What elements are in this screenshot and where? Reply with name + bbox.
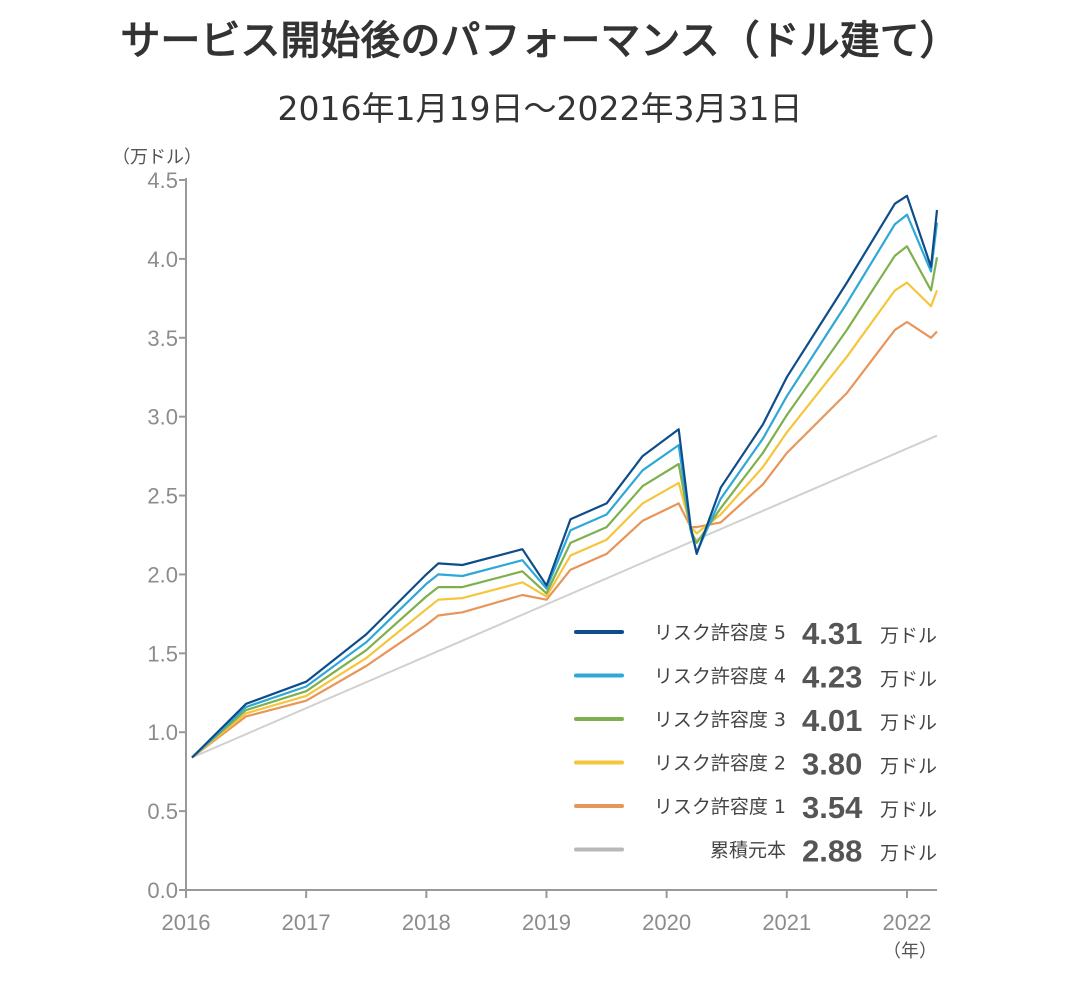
series-line	[191, 320, 938, 759]
x-tick-label: 2022	[882, 910, 931, 935]
chart-subtitle: 2016年1月19日〜2022年3月31日	[277, 89, 803, 128]
series-line	[191, 281, 939, 759]
series-line	[191, 434, 938, 759]
y-tick-label: 4.5	[147, 168, 178, 193]
x-tick-label: 2016	[162, 910, 211, 935]
y-tick-label: 2.0	[147, 562, 178, 587]
legend-unit: 万ドル	[880, 756, 937, 778]
y-tick-label: 1.0	[147, 720, 178, 745]
x-tick-label: 2017	[282, 910, 331, 935]
series-line	[191, 213, 939, 759]
y-tick-label: 3.5	[147, 326, 178, 351]
legend-value: 4.31	[802, 616, 862, 651]
legend-unit: 万ドル	[880, 712, 937, 734]
legend-label: リスク許容度 4	[654, 666, 786, 688]
legend-label: リスク許容度 3	[654, 709, 786, 731]
legend-unit: 万ドル	[880, 799, 937, 821]
legend-value: 3.80	[802, 747, 862, 782]
legend-unit: 万ドル	[880, 843, 937, 865]
legend-value: 2.88	[802, 834, 862, 869]
y-tick-label: 4.0	[147, 247, 178, 272]
y-tick-label: 0.5	[147, 799, 178, 824]
legend-unit: 万ドル	[880, 669, 937, 691]
legend-label: リスク許容度 5	[654, 622, 786, 644]
chart-title: サービス開始後のパフォーマンス（ドル建て）	[120, 18, 960, 64]
y-tick-label: 2.5	[147, 484, 178, 509]
legend-unit: 万ドル	[880, 625, 937, 647]
legend-value: 4.23	[802, 660, 862, 695]
x-tick-label: 2021	[762, 910, 811, 935]
y-tick-label: 0.0	[147, 878, 178, 903]
series-line	[191, 194, 939, 759]
legend-label: リスク許容度 1	[654, 796, 786, 818]
y-tick-label: 1.5	[147, 641, 178, 666]
y-unit-label: （万ドル）	[112, 147, 202, 168]
y-tick-label: 3.0	[147, 405, 178, 430]
legend-value: 3.54	[802, 790, 863, 825]
x-tick-label: 2020	[642, 910, 691, 935]
x-tick-label: 2018	[402, 910, 451, 935]
x-tick-label: 2019	[522, 910, 571, 935]
x-unit-label: （年）	[883, 941, 937, 962]
legend-label: 累積元本	[710, 840, 786, 862]
legend-label: リスク許容度 2	[654, 753, 786, 775]
series-line	[191, 245, 939, 759]
legend-value: 4.01	[802, 703, 862, 738]
